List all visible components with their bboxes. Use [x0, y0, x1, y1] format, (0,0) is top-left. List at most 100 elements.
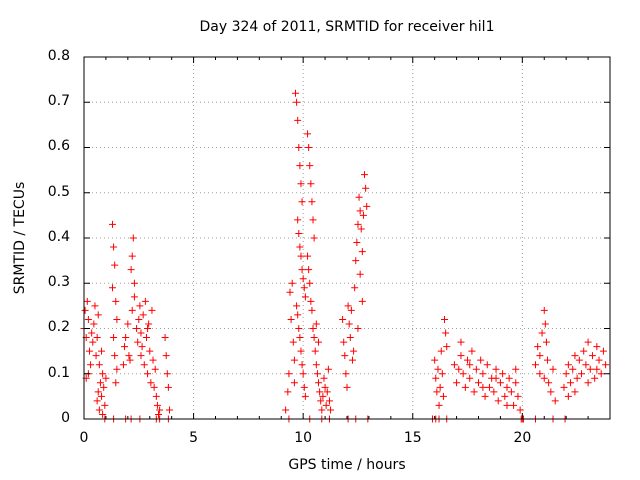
- data-point: [345, 320, 353, 328]
- data-point: [457, 338, 465, 346]
- data-point: [324, 365, 332, 373]
- data-point: [435, 401, 443, 409]
- data-point: [531, 361, 539, 369]
- data-point: [92, 352, 100, 360]
- data-point: [102, 374, 110, 382]
- data-point: [306, 279, 314, 287]
- data-point: [124, 320, 132, 328]
- data-point: [128, 306, 136, 314]
- data-point: [564, 392, 572, 400]
- data-point: [150, 383, 158, 391]
- data-point: [569, 365, 577, 373]
- data-point: [501, 392, 509, 400]
- data-point: [582, 361, 590, 369]
- data-point: [113, 365, 121, 373]
- data-point: [359, 211, 367, 219]
- data-point: [351, 284, 359, 292]
- data-point: [464, 356, 472, 364]
- data-point: [479, 383, 487, 391]
- data-point: [310, 234, 318, 242]
- data-point: [591, 374, 599, 382]
- y-tick-label: 0.3: [47, 274, 70, 290]
- data-point: [297, 180, 305, 188]
- data-point: [294, 216, 302, 224]
- data-point: [291, 89, 299, 97]
- data-point: [571, 352, 579, 360]
- data-point: [293, 98, 301, 106]
- data-point: [479, 370, 487, 378]
- data-point: [110, 243, 118, 251]
- data-point: [297, 252, 305, 260]
- data-point: [111, 261, 119, 269]
- data-point: [450, 361, 458, 369]
- data-point: [112, 297, 120, 305]
- data-point: [113, 315, 121, 323]
- data-point: [110, 334, 118, 342]
- data-point: [321, 383, 329, 391]
- data-point: [461, 383, 469, 391]
- data-point: [121, 343, 129, 351]
- data-point: [308, 306, 316, 314]
- data-point: [294, 116, 302, 124]
- data-point: [433, 388, 441, 396]
- data-point: [357, 225, 365, 233]
- data-point: [356, 207, 364, 215]
- plot-frame: [83, 56, 611, 420]
- data-point: [146, 347, 154, 355]
- data-point: [311, 347, 319, 355]
- data-point: [99, 410, 107, 418]
- data-point: [295, 325, 303, 332]
- data-point: [309, 325, 317, 332]
- tickmark-layer: [83, 56, 611, 420]
- data-point: [163, 370, 171, 378]
- data-point: [316, 388, 324, 396]
- data-point: [313, 370, 321, 378]
- y-tick-label: 0.2: [47, 319, 70, 335]
- data-point: [549, 365, 557, 373]
- data-point: [503, 383, 511, 391]
- data-point: [284, 388, 292, 396]
- data-point: [567, 379, 575, 387]
- data-point: [356, 270, 364, 278]
- data-point: [320, 374, 328, 382]
- data-point: [99, 370, 107, 378]
- data-point: [443, 343, 451, 351]
- data-point: [472, 365, 480, 373]
- data-point: [94, 388, 102, 396]
- data-point: [84, 315, 92, 323]
- points-layer: [80, 89, 610, 423]
- data-point: [300, 284, 308, 292]
- data-point: [503, 401, 511, 409]
- data-point: [315, 338, 323, 346]
- data-point: [475, 379, 482, 387]
- data-point: [164, 383, 172, 391]
- data-point: [562, 370, 570, 378]
- data-point: [285, 370, 293, 378]
- data-point: [290, 356, 298, 364]
- data-point: [571, 388, 579, 396]
- data-point: [540, 374, 548, 382]
- data-point: [355, 193, 363, 201]
- data-point: [111, 352, 119, 360]
- data-point: [299, 370, 307, 378]
- data-point: [575, 356, 583, 364]
- data-point: [547, 388, 555, 396]
- data-point: [90, 320, 98, 328]
- data-point: [130, 279, 138, 287]
- data-point: [298, 198, 306, 206]
- chart-title: Day 324 of 2011, SRMTID for receiver hil…: [199, 19, 495, 35]
- data-point: [137, 329, 145, 337]
- data-point: [93, 334, 101, 342]
- data-point: [536, 370, 544, 378]
- data-point: [162, 352, 170, 360]
- data-point: [492, 365, 500, 373]
- data-point: [346, 334, 354, 342]
- data-point: [470, 388, 478, 396]
- data-point: [129, 234, 137, 242]
- x-tick-label: 20: [513, 430, 532, 446]
- data-point: [318, 406, 326, 414]
- data-point: [312, 320, 320, 328]
- data-point: [98, 347, 106, 355]
- data-point: [136, 302, 144, 310]
- data-point: [516, 406, 524, 414]
